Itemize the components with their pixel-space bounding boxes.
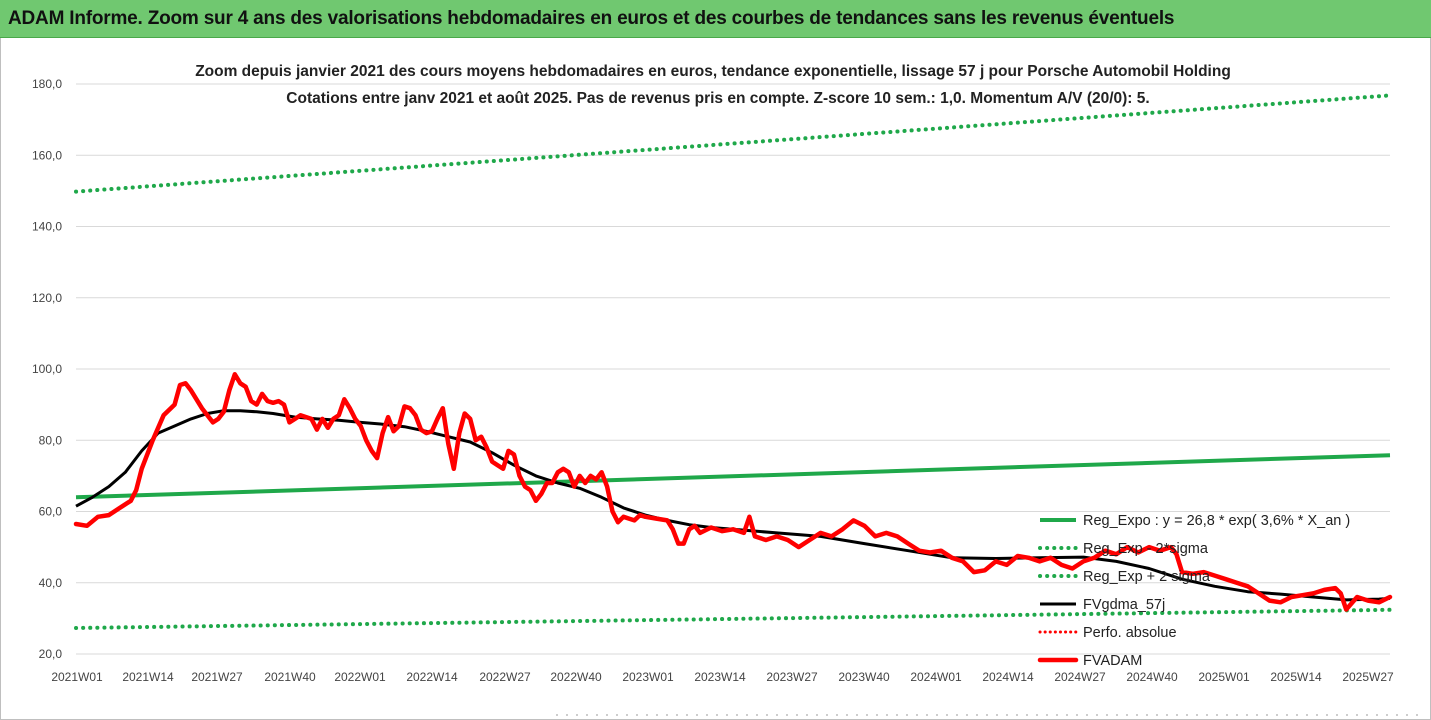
legend: Reg_Expo : y = 26,8 * exp( 3,6% * X_an )… <box>1037 513 1350 669</box>
legend-entry: Reg_Expo : y = 26,8 * exp( 3,6% * X_an ) <box>1040 513 1350 529</box>
series-group <box>73 93 1393 630</box>
y-tick-label: 160,0 <box>32 148 62 162</box>
legend-label: Reg_Exp + 2 sigma <box>1083 569 1211 585</box>
report-title: ADAM Informe. Zoom sur 4 ans des valoris… <box>8 7 1175 29</box>
series-line-dotted-green <box>74 607 1392 630</box>
x-tick-label: 2025W27 <box>1342 670 1394 684</box>
x-tick-label: 2022W40 <box>550 670 602 684</box>
x-tick-label: 2021W01 <box>51 670 103 684</box>
x-tick-label: 2025W14 <box>1270 670 1322 684</box>
legend-entry: Reg_Exp + 2 sigma <box>1038 569 1211 585</box>
y-tick-label: 100,0 <box>32 362 62 376</box>
legend-entry: FVgdma_57j <box>1040 597 1165 613</box>
y-tick-label: 80,0 <box>39 433 63 447</box>
y-tick-label: 60,0 <box>39 505 63 519</box>
legend-label: Reg_Exp - 2*sigma <box>1083 541 1209 557</box>
gridlines <box>76 83 1390 655</box>
y-axis: 20,0 40,0 60,0 80,0 100,0 120,0 140,0 160,0 180,… <box>32 77 62 661</box>
series-line-dotted-green <box>74 93 1392 194</box>
series-line-solid-green <box>75 453 1391 500</box>
x-tick-label: 2023W40 <box>838 670 890 684</box>
legend-label: Perfo. absolue <box>1083 625 1177 641</box>
x-tick-label: 2021W14 <box>122 670 174 684</box>
series-line-solid-black <box>75 409 1391 602</box>
scroll-indicator <box>552 714 1422 716</box>
y-tick-label: 120,0 <box>32 291 62 305</box>
x-tick-label: 2024W40 <box>1126 670 1178 684</box>
x-tick-label: 2024W14 <box>982 670 1034 684</box>
report-banner: ADAM Informe. Zoom sur 4 ans des valoris… <box>0 0 1431 38</box>
valuation-chart: 20,0 40,0 60,0 80,0 100,0 120,0 140,0 160,0 180,… <box>32 63 1394 684</box>
series-line-solid-red <box>73 372 1393 612</box>
y-tick-label: 40,0 <box>39 576 63 590</box>
y-tick-label: 140,0 <box>32 220 62 234</box>
y-tick-label: 180,0 <box>32 77 62 91</box>
legend-label: FVADAM <box>1083 653 1142 669</box>
x-tick-label: 2021W27 <box>191 670 243 684</box>
legend-entry: Reg_Exp - 2*sigma <box>1038 541 1209 557</box>
legend-entry: FVADAM <box>1037 653 1142 669</box>
x-tick-label: 2023W01 <box>622 670 674 684</box>
x-tick-label: 2021W40 <box>264 670 316 684</box>
x-tick-label: 2024W27 <box>1054 670 1106 684</box>
legend-label: Reg_Expo : y = 26,8 * exp( 3,6% * X_an ) <box>1083 513 1350 529</box>
x-tick-label: 2022W01 <box>334 670 386 684</box>
legend-entry: Perfo. absolue <box>1038 625 1177 641</box>
x-tick-label: 2024W01 <box>910 670 962 684</box>
chart-title: Zoom depuis janvier 2021 des cours moyen… <box>195 63 1231 80</box>
chart-subtitle: Cotations entre janv 2021 et août 2025. … <box>286 90 1149 107</box>
x-tick-label: 2023W14 <box>694 670 746 684</box>
legend-label: FVgdma_57j <box>1083 597 1165 613</box>
x-tick-label: 2022W14 <box>406 670 458 684</box>
x-tick-label: 2023W27 <box>766 670 818 684</box>
y-tick-label: 20,0 <box>39 647 63 661</box>
x-axis: 2021W01 2021W14 2021W27 2021W40 2022W01 2022W… <box>51 670 1394 684</box>
x-tick-label: 2025W01 <box>1198 670 1250 684</box>
x-tick-label: 2022W27 <box>479 670 531 684</box>
